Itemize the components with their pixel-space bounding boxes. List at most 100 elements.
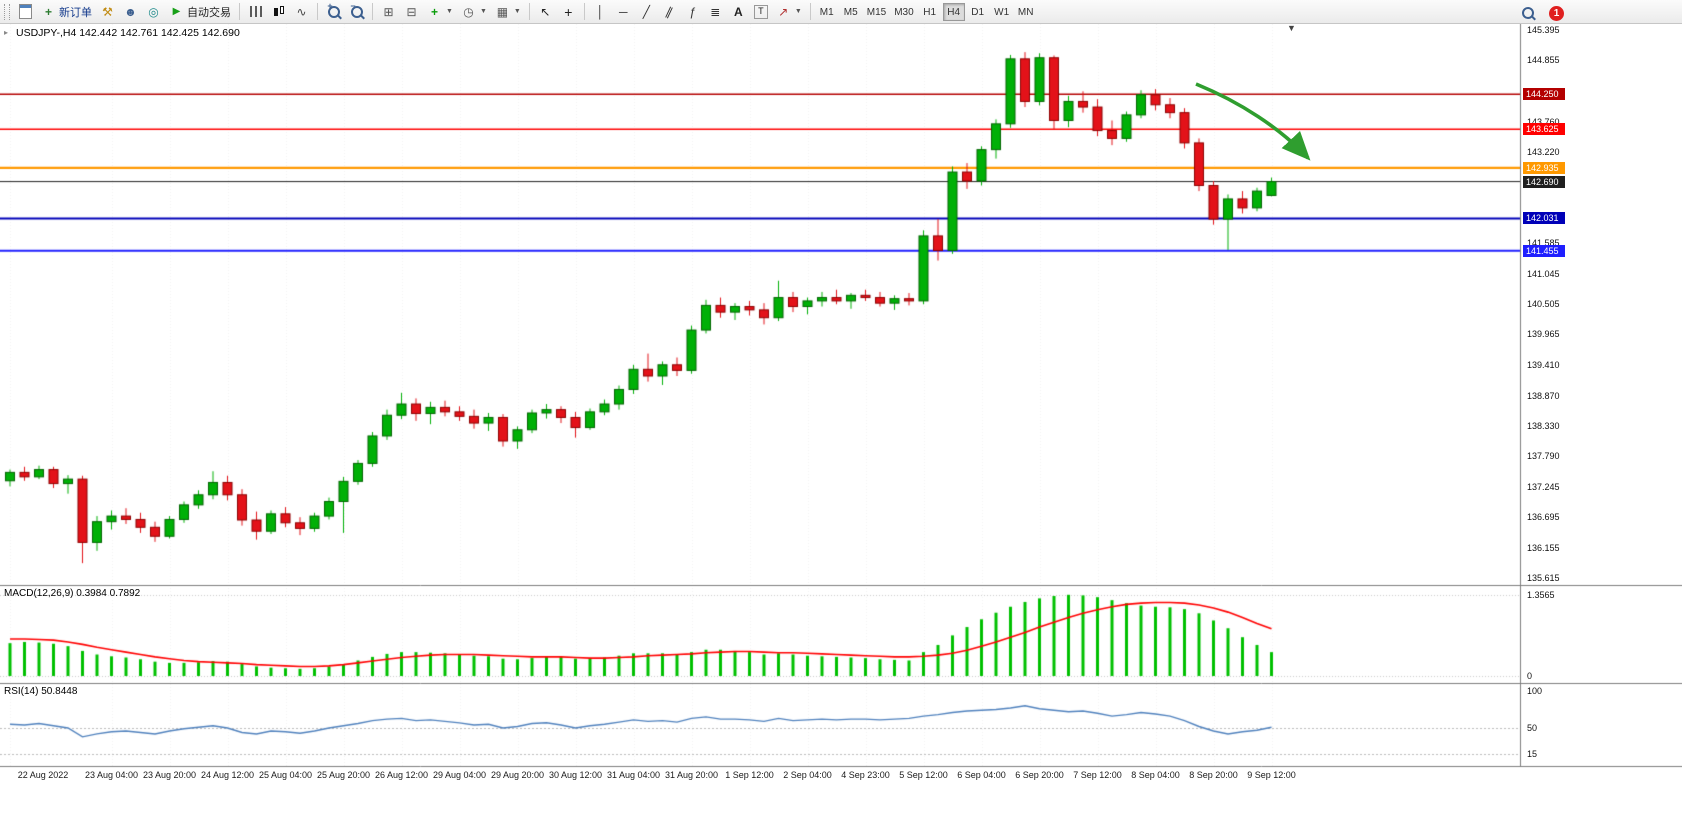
chart-title: USDJPY-,H4 142.442 142.761 142.425 142.6…	[16, 27, 240, 39]
time-axis-label: 1 Sep 12:00	[725, 770, 774, 780]
timeframe-d1-button[interactable]: D1	[967, 3, 989, 21]
play-icon: ▶	[172, 5, 181, 17]
objects-button[interactable]: ≣	[704, 2, 727, 22]
rsi-axis-label: 100	[1527, 686, 1543, 696]
channel-icon: ∥	[663, 3, 675, 20]
new-order-label: 新订单	[59, 6, 92, 19]
price-level-badge: 142.935	[1523, 161, 1565, 174]
zoom-out-icon: −	[349, 2, 364, 19]
crosshair-button[interactable]: +	[557, 2, 580, 22]
timeframe-m5-button[interactable]: M5	[840, 3, 862, 21]
hammer-icon: ⚒	[102, 4, 113, 19]
zoom-in-button[interactable]: +	[322, 2, 345, 22]
chart-shift-marker-icon[interactable]: ▼	[1287, 23, 1296, 33]
trendline-icon: ╱	[642, 4, 650, 19]
window-button[interactable]	[14, 2, 37, 22]
time-axis-label: 24 Aug 12:00	[200, 770, 255, 780]
fibonacci-button[interactable]: ƒ	[681, 2, 704, 22]
auto-trading-label: 自动交易	[187, 6, 231, 19]
notification-badge[interactable]: 1	[1549, 5, 1564, 21]
time-axis-label: 4 Sep 23:00	[841, 770, 890, 780]
templates-button[interactable]: ▦ ▼	[491, 2, 525, 22]
price-axis-label: 145.395	[1527, 25, 1560, 35]
channel-button[interactable]: ∥	[658, 2, 681, 22]
rsi-axis-label: 50	[1527, 723, 1538, 733]
line-chart-icon: ∿	[296, 4, 307, 19]
tile-windows-icon: ⊞	[383, 4, 394, 19]
cursor-icon: ↖	[540, 4, 551, 19]
community-button[interactable]: ◎	[142, 2, 165, 22]
time-axis-label: 29 Aug 04:00	[432, 770, 487, 780]
periods-button[interactable]: ◷ ▼	[457, 2, 491, 22]
toolbar-separator	[583, 3, 585, 20]
timeframe-m30-button[interactable]: M30	[891, 3, 916, 21]
time-axis-label: 8 Sep 20:00	[1189, 770, 1238, 780]
fibonacci-icon: ƒ	[688, 4, 696, 19]
accounts-button[interactable]: ☻	[119, 2, 142, 22]
price-axis-label: 138.330	[1527, 420, 1560, 431]
price-axis-label: 135.615	[1527, 573, 1560, 583]
dropdown-arrow-icon: ▼	[513, 8, 521, 15]
vertical-line-button[interactable]: │	[589, 2, 612, 22]
time-axis-label: 25 Aug 04:00	[258, 770, 313, 780]
zoom-out-button[interactable]: −	[345, 2, 368, 22]
auto-trading-button[interactable]: ▶ 自动交易	[165, 2, 235, 22]
toolbar-grip[interactable]	[4, 3, 10, 20]
chart-canvas[interactable]	[0, 24, 1682, 840]
toolbar: + 新订单 ⚒ ☻ ◎ ▶ 自动交易 ∿ + −	[0, 0, 1682, 24]
timeframe-h4-button[interactable]: H4	[942, 3, 965, 22]
line-chart-button[interactable]: ∿	[290, 2, 313, 22]
trendline-button[interactable]: ╱	[635, 2, 658, 22]
toolbar-separator	[372, 3, 373, 20]
timeframe-h1-button[interactable]: H1	[919, 3, 941, 21]
text-button[interactable]: A	[727, 2, 750, 22]
price-axis-label: 138.870	[1527, 390, 1560, 401]
timeframe-group: M1 M5 M15 M30 H1 H4 D1 W1 MN	[815, 2, 1038, 22]
time-axis-label: 7 Sep 12:00	[1073, 770, 1122, 780]
cascade-windows-button[interactable]: ⊟	[400, 2, 423, 22]
time-axis-label: 23 Aug 20:00	[142, 770, 197, 780]
price-axis-label: 136.695	[1527, 512, 1560, 523]
label-icon: T	[753, 4, 768, 19]
tools-button[interactable]: ⚒	[96, 2, 119, 22]
time-axis-label: 8 Sep 04:00	[1131, 770, 1180, 780]
tile-windows-button[interactable]: ⊞	[377, 2, 400, 22]
toolbar-separator	[239, 3, 240, 20]
template-icon: ▦	[496, 4, 509, 19]
timeframe-w1-button[interactable]: W1	[991, 3, 1013, 21]
time-axis-label: 31 Aug 20:00	[664, 770, 719, 780]
rsi-axis-label: 15	[1527, 748, 1538, 759]
timeframe-m15-button[interactable]: M15	[864, 3, 889, 21]
macd-axis-label: 1.3565	[1527, 590, 1555, 600]
search-button[interactable]	[1516, 3, 1539, 23]
new-chart-button[interactable]: + ▼	[423, 2, 457, 22]
bar-chart-button[interactable]	[244, 2, 267, 22]
time-axis-label: 26 Aug 12:00	[374, 770, 429, 780]
arrows-button[interactable]: ↗ ▼	[772, 2, 806, 22]
dropdown-arrow-icon: ▼	[479, 8, 487, 15]
new-order-button[interactable]: + 新订单	[37, 2, 96, 22]
chart-region: ▸ USDJPY-,H4 142.442 142.761 142.425 142…	[0, 23, 1682, 840]
timeframe-mn-button[interactable]: MN	[1015, 3, 1037, 21]
person-icon: ☻	[124, 4, 137, 19]
time-axis-label: 25 Aug 20:00	[316, 770, 371, 780]
candlestick-chart-button[interactable]	[267, 2, 290, 22]
price-axis-label: 143.220	[1527, 146, 1560, 157]
cascade-windows-icon: ⊟	[406, 4, 417, 19]
price-axis-label: 137.790	[1527, 451, 1560, 462]
text-label-button[interactable]: T	[750, 2, 772, 22]
cursor-button[interactable]: ↖	[534, 2, 557, 22]
time-axis-label: 6 Sep 20:00	[1015, 770, 1064, 780]
grid-objects-icon: ≣	[710, 4, 721, 19]
time-axis-label: 9 Sep 12:00	[1247, 770, 1296, 780]
bar-chart-icon	[249, 6, 262, 17]
horizontal-line-button[interactable]: ─	[612, 2, 635, 22]
chart-window-icon	[19, 4, 32, 19]
chart-title-marker-icon: ▸	[4, 28, 9, 37]
timeframe-m1-button[interactable]: M1	[816, 3, 838, 21]
new-order-icon: +	[44, 4, 52, 19]
time-axis-label: 5 Sep 12:00	[899, 770, 948, 780]
toolbar-separator	[809, 3, 811, 20]
crosshair-icon: +	[564, 3, 573, 20]
